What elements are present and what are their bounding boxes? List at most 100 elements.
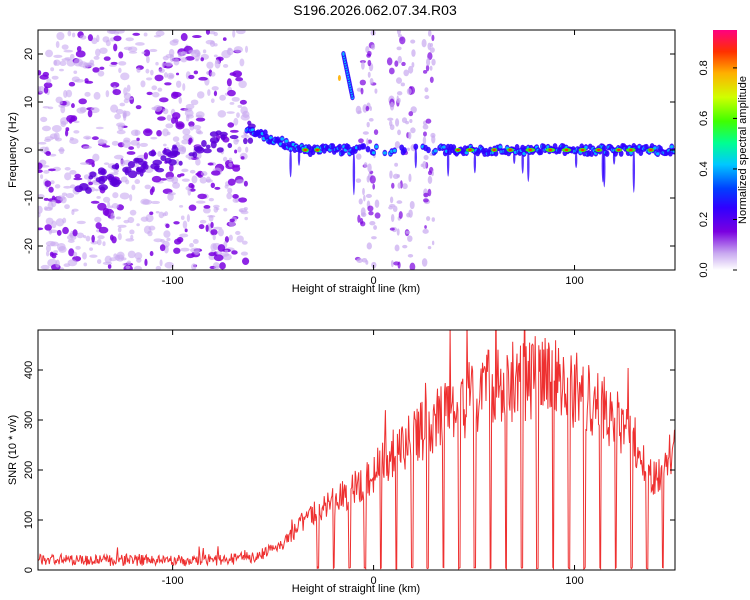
noise-blob bbox=[83, 262, 88, 267]
noise-blob bbox=[67, 30, 72, 37]
noise-blob bbox=[233, 138, 239, 145]
noise-blob bbox=[180, 215, 185, 220]
noise-blob bbox=[195, 117, 206, 122]
noise-blob bbox=[184, 109, 194, 117]
noise-blob bbox=[185, 114, 190, 122]
signal-tail bbox=[574, 150, 578, 168]
noise-blob bbox=[103, 56, 111, 61]
noise-blob bbox=[117, 232, 122, 241]
noise-blob bbox=[171, 91, 179, 100]
noise-blob bbox=[389, 227, 395, 231]
noise-blob bbox=[55, 259, 60, 268]
noise-blob bbox=[200, 171, 208, 177]
noise-blob bbox=[38, 141, 47, 145]
noise-blob bbox=[397, 182, 402, 189]
noise-blob bbox=[411, 61, 415, 68]
noise-blob bbox=[98, 170, 106, 175]
noise-blob bbox=[53, 59, 61, 66]
noise-blob bbox=[92, 67, 100, 73]
noise-blob bbox=[49, 153, 57, 157]
noise-blob bbox=[239, 99, 247, 105]
noise-blob bbox=[400, 82, 406, 87]
signal-blob bbox=[672, 149, 675, 153]
noise-blob bbox=[110, 212, 115, 221]
noise-blob bbox=[144, 184, 151, 190]
noise-blob bbox=[394, 244, 400, 252]
noise-blob bbox=[422, 136, 427, 145]
signal-blob bbox=[655, 152, 660, 156]
noise-blob bbox=[429, 47, 435, 53]
noise-blob bbox=[127, 161, 136, 169]
noise-blob bbox=[63, 49, 74, 53]
noise-blob bbox=[143, 152, 149, 160]
noise-blob bbox=[60, 120, 67, 128]
noise-blob bbox=[243, 180, 248, 187]
noise-blob bbox=[157, 87, 163, 92]
noise-blob bbox=[123, 87, 128, 96]
noise-blob bbox=[124, 167, 129, 176]
noise-blob bbox=[41, 125, 51, 132]
noise-blob bbox=[366, 121, 370, 128]
noise-blob bbox=[424, 95, 430, 100]
colorbar-tick-label: 0.6 bbox=[698, 111, 710, 126]
noise-blob bbox=[396, 30, 401, 35]
noise-blob bbox=[70, 184, 76, 189]
noise-blob bbox=[203, 205, 211, 209]
noise-blob bbox=[135, 42, 145, 46]
noise-blob bbox=[61, 44, 69, 50]
noise-blob bbox=[76, 232, 84, 239]
noise-blob bbox=[157, 116, 166, 121]
noise-blob bbox=[202, 49, 207, 54]
spectrogram-y-label: Frequency (Hz) bbox=[7, 112, 19, 188]
noise-blob bbox=[213, 204, 220, 209]
noise-blob bbox=[357, 110, 362, 114]
noise-blob bbox=[136, 257, 142, 263]
noise-blob bbox=[50, 67, 55, 72]
noise-blob bbox=[111, 164, 120, 170]
signal-blob bbox=[538, 148, 544, 156]
noise-blob bbox=[189, 243, 194, 248]
noise-blob bbox=[195, 146, 205, 154]
noise-blob bbox=[369, 175, 376, 184]
noise-blob bbox=[394, 162, 399, 167]
noise-blob bbox=[123, 46, 133, 51]
noise-blob bbox=[134, 129, 139, 136]
noise-blob bbox=[372, 183, 376, 190]
spectrogram-y-tick-label: -10 bbox=[23, 190, 35, 206]
noise-blob bbox=[181, 139, 189, 145]
noise-blob bbox=[172, 144, 177, 149]
noise-blob bbox=[92, 153, 100, 162]
noise-blob bbox=[244, 45, 249, 53]
signal-blob bbox=[371, 151, 376, 155]
noise-blob bbox=[73, 130, 80, 134]
noise-blob bbox=[235, 77, 244, 82]
noise-blob bbox=[387, 117, 394, 121]
noise-blob bbox=[239, 58, 245, 67]
noise-blob bbox=[66, 101, 70, 106]
noise-blob bbox=[210, 221, 214, 229]
noise-blob bbox=[143, 32, 148, 37]
signal-blob bbox=[442, 145, 446, 149]
noise-blob bbox=[398, 211, 403, 219]
noise-blob bbox=[369, 220, 376, 226]
noise-blob bbox=[431, 217, 435, 222]
snr-y-tick-label: 200 bbox=[23, 461, 35, 479]
noise-blob bbox=[96, 238, 102, 246]
noise-blob bbox=[128, 97, 134, 100]
signal-hotspot bbox=[596, 148, 601, 152]
noise-blob bbox=[189, 125, 195, 131]
noise-blob bbox=[188, 152, 195, 157]
noise-blob bbox=[196, 130, 204, 135]
noise-blob bbox=[163, 230, 171, 238]
noise-blob bbox=[89, 254, 98, 258]
noise-blob bbox=[424, 87, 429, 93]
noise-blob bbox=[136, 67, 141, 73]
noise-blob bbox=[59, 100, 63, 105]
noise-blob bbox=[427, 52, 433, 61]
noise-blob bbox=[369, 78, 374, 85]
noise-blob bbox=[182, 220, 188, 229]
noise-blob bbox=[389, 101, 395, 111]
noise-blob bbox=[245, 146, 249, 153]
noise-blob bbox=[103, 162, 110, 165]
signal-blob bbox=[498, 145, 502, 149]
